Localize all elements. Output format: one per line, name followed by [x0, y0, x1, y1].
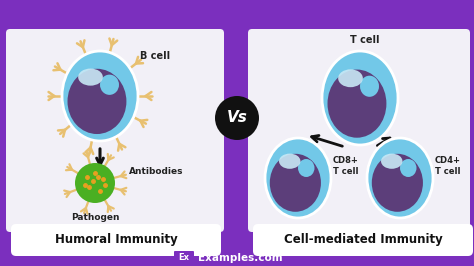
- Ellipse shape: [322, 51, 398, 145]
- Ellipse shape: [360, 76, 379, 97]
- Circle shape: [215, 96, 259, 140]
- Text: Humoral Immunity: Humoral Immunity: [55, 234, 177, 247]
- Text: Vs: Vs: [227, 110, 247, 126]
- Ellipse shape: [62, 51, 138, 141]
- Text: Ex: Ex: [179, 253, 190, 263]
- Ellipse shape: [338, 69, 363, 87]
- Text: Examples.com: Examples.com: [198, 253, 283, 263]
- Ellipse shape: [298, 159, 315, 177]
- Ellipse shape: [400, 159, 417, 177]
- Text: CD4+
T cell: CD4+ T cell: [435, 156, 461, 176]
- Ellipse shape: [270, 154, 321, 212]
- Ellipse shape: [328, 70, 386, 138]
- Circle shape: [75, 163, 115, 203]
- FancyBboxPatch shape: [11, 224, 221, 256]
- Text: B cell: B cell: [140, 51, 170, 61]
- Ellipse shape: [279, 153, 301, 169]
- Text: Antibodies: Antibodies: [129, 167, 183, 176]
- Text: Pathogen: Pathogen: [71, 213, 119, 222]
- Ellipse shape: [265, 138, 331, 218]
- FancyBboxPatch shape: [248, 29, 470, 232]
- Text: CD8+
T cell: CD8+ T cell: [333, 156, 359, 176]
- Ellipse shape: [78, 69, 103, 86]
- Text: Cell-mediated Immunity: Cell-mediated Immunity: [283, 234, 442, 247]
- Ellipse shape: [367, 138, 433, 218]
- FancyBboxPatch shape: [253, 224, 473, 256]
- Ellipse shape: [372, 154, 423, 212]
- Ellipse shape: [100, 75, 119, 95]
- FancyBboxPatch shape: [6, 29, 224, 232]
- Text: T cell: T cell: [350, 35, 380, 45]
- FancyBboxPatch shape: [174, 251, 194, 265]
- Ellipse shape: [381, 153, 402, 169]
- Ellipse shape: [67, 69, 127, 134]
